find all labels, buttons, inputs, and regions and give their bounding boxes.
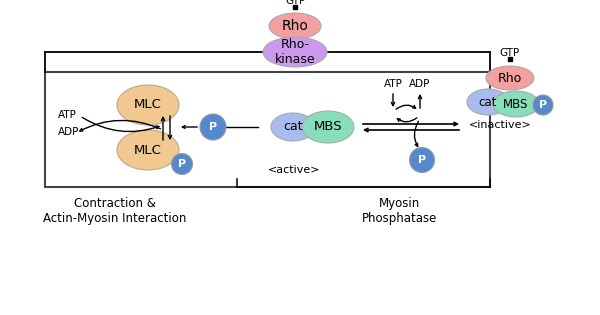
Ellipse shape [172, 153, 193, 175]
Text: ADP: ADP [409, 79, 431, 89]
Ellipse shape [271, 113, 315, 141]
Text: GTP: GTP [500, 48, 520, 58]
Ellipse shape [263, 37, 327, 67]
Text: P: P [539, 100, 547, 110]
Ellipse shape [302, 111, 354, 143]
Text: cat: cat [283, 121, 303, 134]
Ellipse shape [269, 13, 321, 39]
Bar [45, 72, 490, 187]
Text: Rho: Rho [281, 19, 308, 33]
Text: GTP: GTP [285, 0, 305, 6]
Text: Myosin
Phosphatase: Myosin Phosphatase [362, 197, 437, 225]
Ellipse shape [117, 85, 179, 125]
Text: P: P [418, 155, 426, 165]
Text: cat: cat [479, 95, 497, 108]
Text: MLC: MLC [134, 99, 162, 112]
Text: Rho: Rho [498, 72, 522, 84]
Text: <active>: <active> [268, 165, 320, 175]
Ellipse shape [200, 114, 226, 140]
Text: Rho-
kinase: Rho- kinase [275, 38, 316, 66]
Ellipse shape [409, 147, 434, 173]
Text: Contraction &
Actin-Myosin Interaction: Contraction & Actin-Myosin Interaction [43, 197, 187, 225]
Text: MBS: MBS [503, 98, 529, 111]
Ellipse shape [117, 130, 179, 170]
Text: ADP: ADP [58, 127, 79, 137]
Ellipse shape [467, 89, 509, 115]
Text: MBS: MBS [314, 121, 343, 134]
Text: P: P [209, 122, 217, 132]
Text: ATP: ATP [383, 79, 403, 89]
Ellipse shape [533, 95, 553, 115]
Text: P: P [178, 159, 186, 169]
Ellipse shape [486, 66, 534, 90]
Text: <inactive>: <inactive> [469, 120, 532, 130]
Ellipse shape [493, 91, 539, 117]
Text: ATP: ATP [58, 110, 77, 120]
Text: MLC: MLC [134, 144, 162, 157]
